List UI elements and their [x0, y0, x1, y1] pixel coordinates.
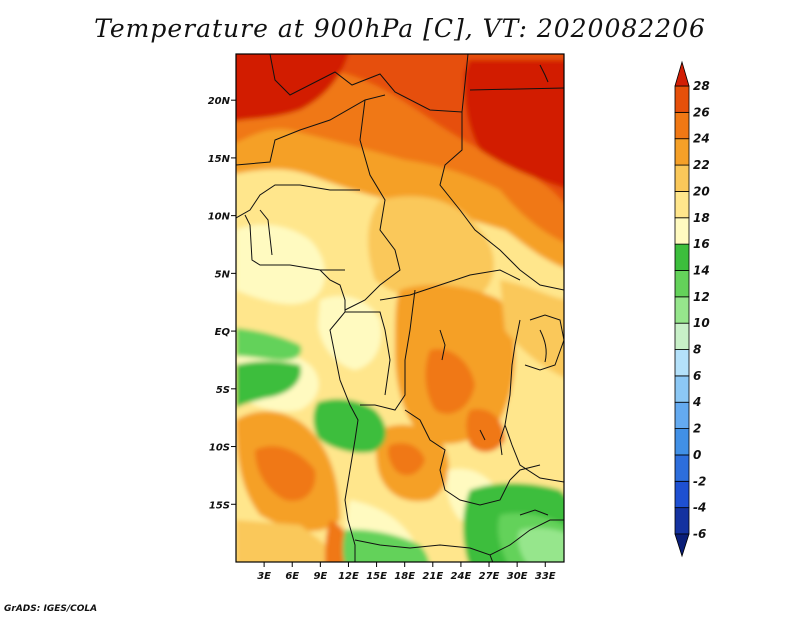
x-tick-label: 27E: [479, 571, 500, 582]
x-tick-label: 9E: [313, 571, 327, 582]
colorbar-bin: [674, 454, 690, 482]
colorbar-bin: [674, 375, 690, 403]
y-tick-label: EQ: [215, 327, 231, 338]
temperature-field: [236, 54, 564, 562]
y-tick-label: 5S: [216, 385, 230, 396]
colorbar-bin: [674, 111, 690, 140]
colorbar-bin: [674, 243, 690, 271]
x-tick-label: 6E: [285, 571, 299, 582]
x-tick-label: 18E: [394, 571, 415, 582]
colorbar-bin: [674, 428, 690, 456]
colorbar-label: 20: [693, 184, 710, 198]
x-tick-label: 12E: [338, 571, 359, 582]
y-axis: 20N 15N 10N 5N EQ 5S 10S 15S: [208, 96, 236, 511]
colorbar-bin: [674, 507, 690, 535]
colorbar-label: 26: [693, 105, 710, 119]
colorbar-label: 22: [693, 158, 710, 172]
colorbar-bin: [674, 270, 690, 298]
colorbar-label: 2: [693, 422, 701, 436]
y-tick-label: 10S: [209, 443, 230, 454]
colorbar-bin: [674, 85, 690, 113]
colorbar-label: 10: [693, 316, 710, 330]
colorbar-bin: [674, 480, 690, 509]
x-tick-label: 24E: [451, 571, 472, 582]
colorbar-label: -4: [693, 501, 706, 515]
colorbar-label: 28: [693, 79, 710, 93]
x-tick-label: 15E: [366, 571, 387, 582]
x-tick-label: 21E: [422, 571, 443, 582]
colorbar-label: -2: [693, 474, 706, 488]
y-tick-label: 15S: [209, 500, 230, 511]
colorbar-label: 8: [693, 343, 701, 357]
x-tick-label: 30E: [507, 571, 528, 582]
colorbar-label: 4: [692, 395, 701, 409]
colorbar-label: 0: [693, 448, 701, 462]
y-tick-label: 20N: [208, 96, 231, 107]
colorbar-max-triangle: [674, 60, 690, 87]
colorbar-label: 6: [693, 369, 701, 383]
y-tick-label: 5N: [215, 269, 231, 280]
colorbar-label: 18: [693, 211, 710, 225]
colorbar-bin: [674, 191, 690, 219]
chart-title: Temperature at 900hPa [C], VT: 202008220…: [94, 14, 706, 43]
colorbar-bin: [674, 138, 690, 166]
y-tick-label: 15N: [208, 154, 231, 165]
colorbar-bin: [674, 322, 690, 350]
colorbar-label: 24: [693, 132, 710, 146]
colorbar-bin: [674, 296, 690, 324]
colorbar-label: 12: [693, 290, 710, 304]
colorbar-min-triangle: [674, 533, 690, 558]
credit-text: GrADS: IGES/COLA: [4, 604, 98, 614]
colorbar-label: 16: [693, 237, 710, 251]
colorbar-bin: [674, 401, 690, 429]
y-tick-label: 10N: [208, 212, 231, 223]
colorbar-bin: [674, 164, 690, 192]
x-tick-label: 3E: [257, 571, 271, 582]
colorbar-label: 14: [693, 263, 710, 277]
country-borders: [236, 54, 564, 562]
colorbar-bin: [674, 217, 690, 245]
colorbar-bin: [674, 349, 690, 377]
x-axis: 3E 6E 9E 12E 15E 18E 21E 24E 27E 30E 33E: [257, 562, 556, 582]
map-frame: [235, 53, 565, 563]
x-tick-label: 33E: [535, 571, 556, 582]
colorbar-label: -6: [693, 527, 706, 541]
